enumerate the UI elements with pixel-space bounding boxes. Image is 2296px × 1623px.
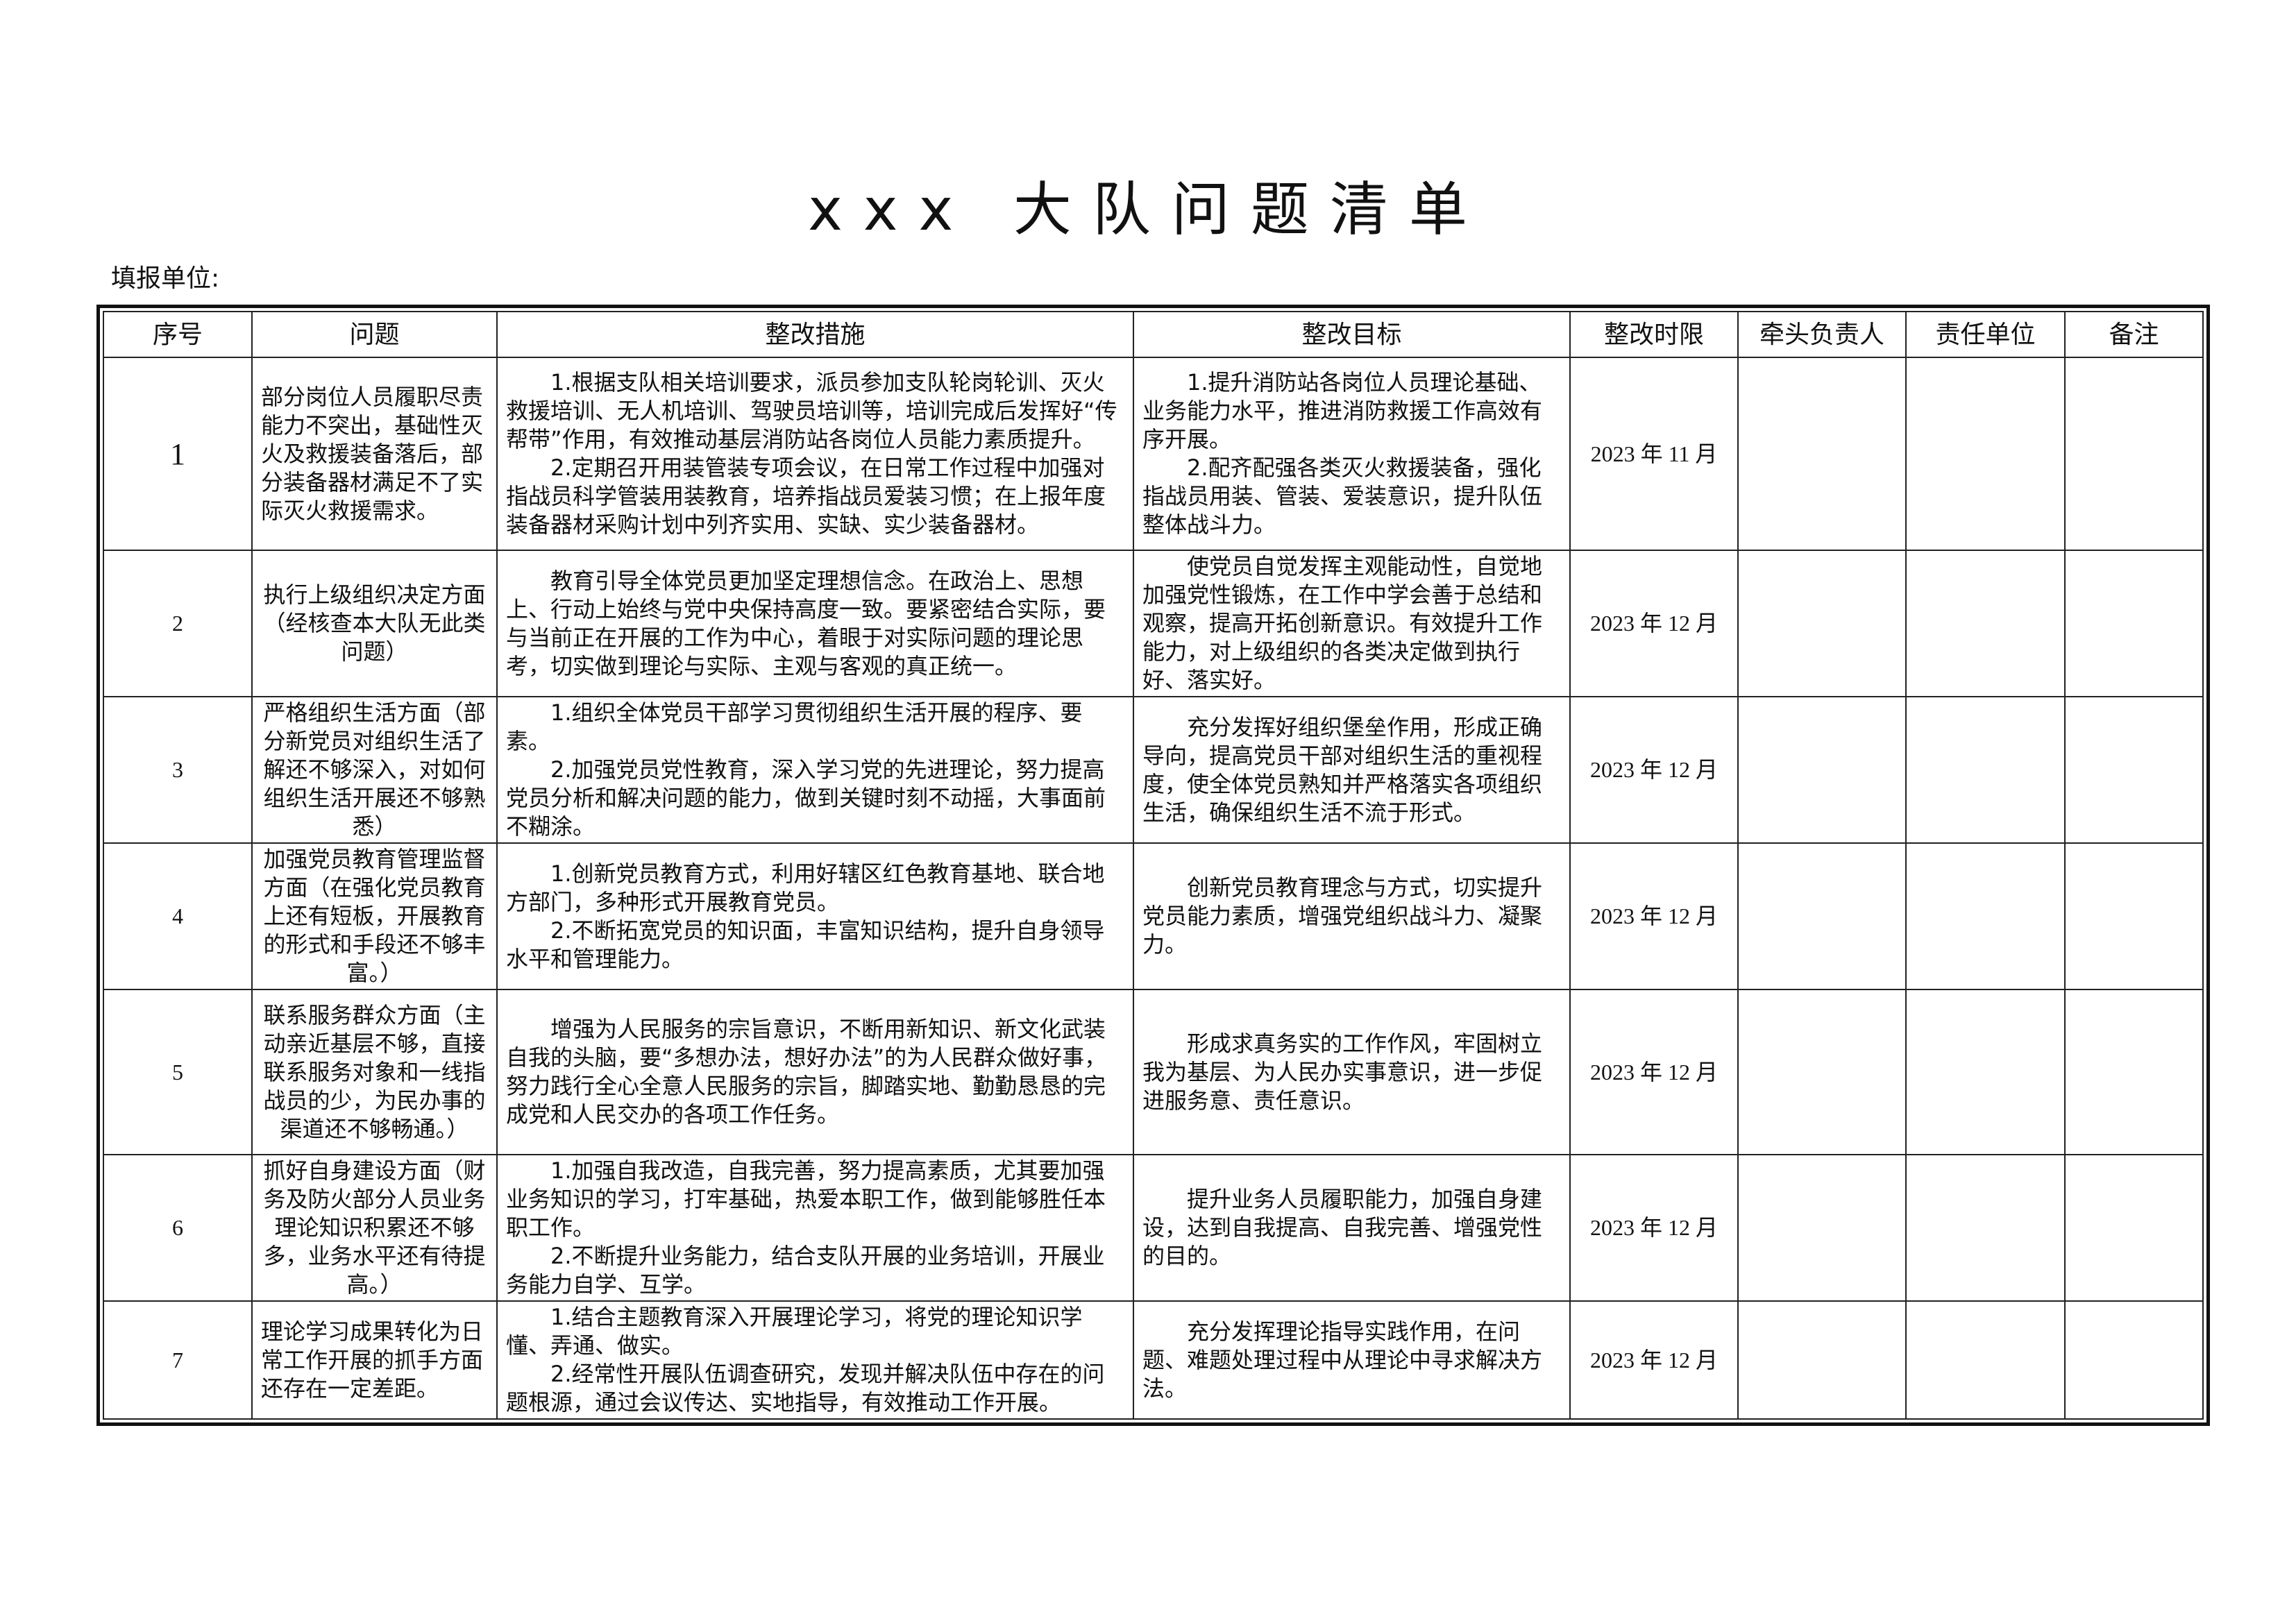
measures-cell: 1.结合主题教育深入开展理论学习，将党的理论知识学懂、弄通、做实。 2.经常性开展… — [496, 1300, 1134, 1420]
seq-cell: 2 — [103, 550, 253, 697]
paragraph: 1.结合主题教育深入开展理论学习，将党的理论知识学懂、弄通、做实。 — [506, 1304, 1083, 1359]
paragraph: 2.加强党员党性教育，深入学习党的先进理论，努力提高党员分析和解决问题的能力，做… — [506, 756, 1106, 840]
measures-cell: 1.组织全体党员干部学习贯彻组织生活开展的程序、要素。 2.加强党员党性教育，深入… — [496, 696, 1134, 844]
table-row: 5 联系服务群众方面（主动亲近基层不够，直接联系服务对象和一线指战员的少，为民办事… — [103, 989, 2204, 1155]
deadline-cell: 2023 年 12 月 — [1569, 842, 1739, 990]
empty-cell — [1737, 1300, 1907, 1420]
goal-cell: 提升业务人员履职能力，加强自身建设，达到自我提高、自我完善、增强党性的目的。 — [1133, 1154, 1571, 1302]
empty-cell — [1737, 550, 1907, 697]
paragraph: 增强为人民服务的宗旨意识，不断用新知识、新文化武装自我的头脑，要“多想办法，想好… — [506, 1016, 1107, 1128]
problem-cell: 严格组织生活方面（部分新党员对组织生活了解还不够深入，对如何组织生活开展还不够熟… — [251, 696, 498, 844]
measures-cell: 增强为人民服务的宗旨意识，不断用新知识、新文化武装自我的头脑，要“多想办法，想好… — [496, 989, 1134, 1155]
paragraph: 创新党员教育理念与方式，切实提升党员能力素质，增强党组织战斗力、凝聚力。 — [1142, 874, 1543, 958]
empty-cell — [1905, 989, 2066, 1155]
paragraph: 教育引导全体党员更加坚定理想信念。在政治上、思想上、行动上始终与党中央保持高度一… — [506, 567, 1106, 679]
deadline-cell: 2023 年 11 月 — [1569, 357, 1739, 551]
header-cell: 整改目标 — [1133, 311, 1571, 358]
measures-cell: 1.创新党员教育方式，利用好辖区红色教育基地、联合地方部门，多种形式开展教育党员… — [496, 842, 1134, 990]
paragraph: 1.加强自我改造，自我完善，努力提高素质，尤其要加强业务知识的学习，打牢基础，热… — [506, 1157, 1106, 1241]
empty-cell — [1737, 989, 1907, 1155]
empty-cell — [1905, 696, 2066, 844]
table-row: 1 部分岗位人员履职尽责能力不突出，基础性灭火及救援装备落后，部分装备器材满足不了… — [103, 357, 2204, 551]
empty-cell — [1905, 1300, 2066, 1420]
header-cell: 问题 — [251, 311, 498, 358]
goal-cell: 1.提升消防站各岗位人员理论基础、业务能力水平，推进消防救援工作高效有序开展。 2… — [1133, 357, 1571, 551]
table-row: 3 严格组织生活方面（部分新党员对组织生活了解还不够深入，对如何组织生活开展还不够… — [103, 696, 2204, 844]
empty-cell — [1737, 696, 1907, 844]
empty-cell — [1905, 842, 2066, 990]
paragraph: 使党员自觉发挥主观能动性，自觉地加强党性锻炼，在工作中学会善于总结和观察，提高开… — [1142, 553, 1543, 693]
empty-cell — [1737, 357, 1907, 551]
header-cell: 责任单位 — [1905, 311, 2066, 358]
paragraph: 1.创新党员教育方式，利用好辖区红色教育基地、联合地方部门，多种形式开展教育党员… — [506, 860, 1105, 915]
table-row: 4 加强党员教育管理监督方面（在强化党员教育上还有短板，开展教育的形式和手段还不够… — [103, 842, 2204, 990]
paragraph: 1.组织全体党员干部学习贯彻组织生活开展的程序、要素。 — [506, 699, 1083, 754]
seq-cell: 6 — [103, 1154, 253, 1302]
seq-cell: 1 — [103, 357, 253, 551]
problem-cell: 加强党员教育管理监督方面（在强化党员教育上还有短板，开展教育的形式和手段还不够丰… — [251, 842, 498, 990]
problem-cell: 抓好自身建设方面（财务及防火部分人员业务理论知识积累还不够多，业务水平还有待提高… — [251, 1154, 498, 1302]
empty-cell — [2064, 989, 2204, 1155]
title: xxx 大队问题清单 — [808, 176, 1488, 244]
measures-cell: 教育引导全体党员更加坚定理想信念。在政治上、思想上、行动上始终与党中央保持高度一… — [496, 550, 1134, 697]
paragraph: 2.配齐配强各类灭火救援装备，强化指战员用装、管装、爱装意识，提升队伍整体战斗力… — [1142, 454, 1543, 538]
table-frame: 序号 问题 整改措施 整改目标 整改时限 牵头负责人 责任单位 备注 1 部分岗位人员履职尽责能… — [96, 305, 2210, 1426]
problem-table: 序号 问题 整改措施 整改目标 整改时限 牵头负责人 责任单位 备注 1 部分岗位人员履职尽责能… — [103, 311, 2204, 1420]
empty-cell — [2064, 696, 2204, 844]
paragraph: 2.不断拓宽党员的知识面，丰富知识结构，提升自身领导水平和管理能力。 — [506, 917, 1105, 972]
problem-cell: 执行上级组织决定方面（经核查本大队无此类问题） — [251, 550, 498, 697]
empty-cell — [2064, 357, 2204, 551]
empty-cell — [1905, 1154, 2066, 1302]
problem-cell: 联系服务群众方面（主动亲近基层不够，直接联系服务对象和一线指战员的少，为民办事的… — [251, 989, 498, 1155]
deadline-cell: 2023 年 12 月 — [1569, 1300, 1739, 1420]
seq-cell: 5 — [103, 989, 253, 1155]
empty-cell — [1905, 550, 2066, 697]
paragraph: 充分发挥理论指导实践作用，在问题、难题处理过程中从理论中寻求解决方法。 — [1142, 1318, 1543, 1402]
paragraph: 提升业务人员履职能力，加强自身建设，达到自我提高、自我完善、增强党性的目的。 — [1142, 1186, 1543, 1269]
fill-unit: 填报单位: — [111, 264, 220, 293]
empty-cell — [1737, 842, 1907, 990]
goal-cell: 创新党员教育理念与方式，切实提升党员能力素质，增强党组织战斗力、凝聚力。 — [1133, 842, 1571, 990]
seq-cell: 4 — [103, 842, 253, 990]
empty-cell — [2064, 1300, 2204, 1420]
empty-cell — [1737, 1154, 1907, 1302]
paragraph: 1.提升消防站各岗位人员理论基础、业务能力水平，推进消防救援工作高效有序开展。 — [1142, 369, 1543, 452]
seq-cell: 7 — [103, 1300, 253, 1420]
empty-cell — [1905, 357, 2066, 551]
problem-cell: 部分岗位人员履职尽责能力不突出，基础性灭火及救援装备落后，部分装备器材满足不了实… — [251, 357, 498, 551]
paragraph: 形成求真务实的工作作风，牢固树立我为基层、为人民办实事意识，进一步促进服务意、责… — [1142, 1030, 1543, 1114]
header-cell: 备注 — [2064, 311, 2204, 358]
goal-cell: 使党员自觉发挥主观能动性，自觉地加强党性锻炼，在工作中学会善于总结和观察，提高开… — [1133, 550, 1571, 697]
deadline-cell: 2023 年 12 月 — [1569, 550, 1739, 697]
empty-cell — [2064, 1154, 2204, 1302]
header-cell: 整改时限 — [1569, 311, 1739, 358]
paragraph: 2.不断提升业务能力，结合支队开展的业务培训，开展业务能力自学、互学。 — [506, 1243, 1105, 1298]
problem-cell: 理论学习成果转化为日常工作开展的抓手方面还存在一定差距。 — [251, 1300, 498, 1420]
empty-cell — [2064, 842, 2204, 990]
goal-cell: 形成求真务实的工作作风，牢固树立我为基层、为人民办实事意识，进一步促进服务意、责… — [1133, 989, 1571, 1155]
header-cell: 序号 — [103, 311, 253, 358]
deadline-cell: 2023 年 12 月 — [1569, 989, 1739, 1155]
empty-cell — [2064, 550, 2204, 697]
goal-cell: 充分发挥好组织堡垒作用，形成正确导向，提高党员干部对组织生活的重视程度，使全体党… — [1133, 696, 1571, 844]
paragraph: 充分发挥好组织堡垒作用，形成正确导向，提高党员干部对组织生活的重视程度，使全体党… — [1142, 713, 1543, 826]
header-cell: 牵头负责人 — [1737, 311, 1907, 358]
table-row: 2 执行上级组织决定方面（经核查本大队无此类问题） 教育引导全体党员更加坚定理想信念… — [103, 550, 2204, 697]
deadline-cell: 2023 年 12 月 — [1569, 696, 1739, 844]
seq-cell: 3 — [103, 696, 253, 844]
table-row: 7 理论学习成果转化为日常工作开展的抓手方面还存在一定差距。 1.结合主题教育深入开… — [103, 1300, 2204, 1420]
measures-cell: 1.根据支队相关培训要求，派员参加支队轮岗轮训、灭火救援培训、无人机培训、驾驶员… — [496, 357, 1134, 551]
table-row: 6 抓好自身建设方面（财务及防火部分人员业务理论知识积累还不够多，业务水平还有待提… — [103, 1154, 2204, 1302]
header-row: 序号 问题 整改措施 整改目标 整改时限 牵头负责人 责任单位 备注 — [103, 311, 2204, 358]
goal-cell: 充分发挥理论指导实践作用，在问题、难题处理过程中从理论中寻求解决方法。 — [1133, 1300, 1571, 1420]
paragraph: 2.经常性开展队伍调查研究，发现并解决队伍中存在的问题根源，通过会议传达、实地指… — [506, 1361, 1105, 1416]
paragraph: 2.定期召开用装管装专项会议，在日常工作过程中加强对指战员科学管装用装教育，培养… — [506, 454, 1106, 538]
measures-cell: 1.加强自我改造，自我完善，努力提高素质，尤其要加强业务知识的学习，打牢基础，热… — [496, 1154, 1134, 1302]
header-cell: 整改措施 — [496, 311, 1134, 358]
deadline-cell: 2023 年 12 月 — [1569, 1154, 1739, 1302]
paragraph: 1.根据支队相关培训要求，派员参加支队轮岗轮训、灭火救援培训、无人机培训、驾驶员… — [506, 369, 1117, 452]
